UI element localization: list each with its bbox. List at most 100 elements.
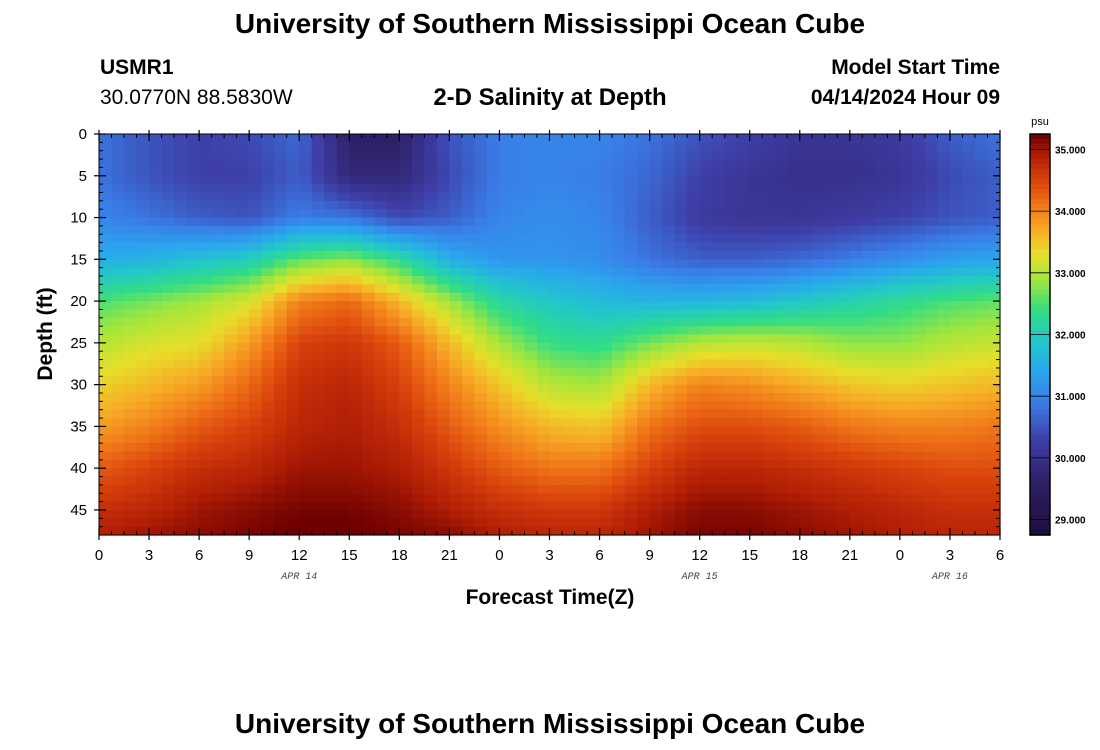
heatmap-cell <box>937 434 951 444</box>
heatmap-cell <box>224 451 238 461</box>
heatmap-cell <box>862 250 876 260</box>
heatmap-cell <box>374 418 388 427</box>
heatmap-cell <box>887 451 901 461</box>
heatmap-cell <box>374 192 388 202</box>
heatmap-cell <box>712 384 726 394</box>
heatmap-cell <box>161 392 175 402</box>
heatmap-cell <box>724 209 738 219</box>
heatmap-cell <box>486 242 501 252</box>
heatmap-cell <box>562 292 576 302</box>
heatmap-cell <box>562 234 576 244</box>
heatmap-cell <box>987 284 1001 294</box>
heatmap-cell <box>474 509 488 519</box>
heatmap-cell <box>374 317 388 327</box>
heatmap-cell <box>199 150 213 160</box>
heatmap-cell <box>687 418 701 427</box>
heatmap-cell <box>449 134 463 143</box>
heatmap-cell <box>674 493 688 503</box>
heatmap-cell <box>837 518 851 528</box>
heatmap-cell <box>724 159 738 169</box>
heatmap-cell <box>424 200 438 210</box>
heatmap-cell <box>386 434 400 444</box>
heatmap-cell <box>199 359 213 369</box>
heatmap-cell <box>136 326 150 336</box>
heatmap-cell <box>574 259 588 269</box>
heatmap-cell <box>662 351 676 361</box>
heatmap-cell <box>299 159 313 169</box>
heatmap-cell <box>624 184 638 194</box>
heatmap-cell <box>299 259 313 269</box>
heatmap-cell <box>587 476 601 486</box>
heatmap-cell <box>274 242 288 252</box>
heatmap-cell <box>449 276 463 285</box>
heatmap-cell <box>124 367 138 377</box>
heatmap-cell <box>249 493 263 503</box>
heatmap-cell <box>974 384 989 394</box>
heatmap-cell <box>436 401 450 411</box>
heatmap-cell <box>624 276 638 285</box>
heatmap-cell <box>461 509 476 519</box>
heatmap-cell <box>799 292 813 302</box>
heatmap-cell <box>111 351 125 361</box>
y-tick-label: 15 <box>70 251 87 268</box>
heatmap-cell <box>336 142 350 152</box>
heatmap-cell <box>111 159 125 169</box>
heatmap-cell <box>149 426 163 436</box>
heatmap-cell <box>624 359 638 369</box>
heatmap-cell <box>774 493 788 503</box>
heatmap-cell <box>324 159 338 169</box>
heatmap-cell <box>349 468 363 478</box>
heatmap-cell <box>511 259 526 269</box>
heatmap-cell <box>99 292 113 302</box>
colorbar-segment <box>1030 159 1050 165</box>
heatmap-cell <box>374 351 388 361</box>
heatmap-cell <box>662 367 676 377</box>
heatmap-cell <box>111 225 125 235</box>
heatmap-cell <box>399 518 413 528</box>
heatmap-cell <box>762 159 776 169</box>
heatmap-cell <box>461 150 476 160</box>
heatmap-cell <box>386 267 400 277</box>
heatmap-cell <box>774 418 788 427</box>
heatmap-cell <box>574 150 588 160</box>
colorbar-segment <box>1030 419 1050 426</box>
heatmap-cell <box>424 493 438 503</box>
heatmap-cell <box>824 301 838 311</box>
heatmap-cell <box>149 242 163 252</box>
heatmap-cell <box>136 409 150 419</box>
heatmap-cell <box>987 134 1001 143</box>
heatmap-cell <box>837 434 851 444</box>
colorbar-segment <box>1030 484 1050 491</box>
heatmap-cell <box>411 159 425 169</box>
heatmap-cell <box>536 159 551 169</box>
heatmap-cell <box>824 175 838 185</box>
heatmap-cell <box>549 426 563 436</box>
heatmap-cell <box>612 259 626 269</box>
heatmap-cell <box>99 484 113 494</box>
heatmap-cell <box>136 134 150 143</box>
heatmap-cell <box>111 484 125 494</box>
heatmap-cell <box>712 175 726 185</box>
heatmap-cell <box>699 451 713 461</box>
heatmap-cell <box>511 484 526 494</box>
heatmap-cell <box>299 526 313 536</box>
heatmap-cell <box>699 351 713 361</box>
heatmap-cell <box>286 468 300 478</box>
heatmap-cell <box>261 192 275 202</box>
heatmap-cell <box>637 443 651 453</box>
heatmap-cell <box>637 459 651 469</box>
colorbar-segment <box>1030 144 1050 150</box>
heatmap-cell <box>536 518 551 528</box>
heatmap-cell <box>361 451 375 461</box>
heatmap-cell <box>812 200 826 210</box>
heatmap-cell <box>874 493 888 503</box>
heatmap-cell <box>562 443 576 453</box>
heatmap-cell <box>937 376 951 386</box>
heatmap-cell <box>124 200 138 210</box>
heatmap-cell <box>587 167 601 177</box>
heatmap-cell <box>637 342 651 352</box>
heatmap-cell <box>687 367 701 377</box>
heatmap-cell <box>349 418 363 427</box>
heatmap-cell <box>474 301 488 311</box>
heatmap-cell <box>674 225 688 235</box>
